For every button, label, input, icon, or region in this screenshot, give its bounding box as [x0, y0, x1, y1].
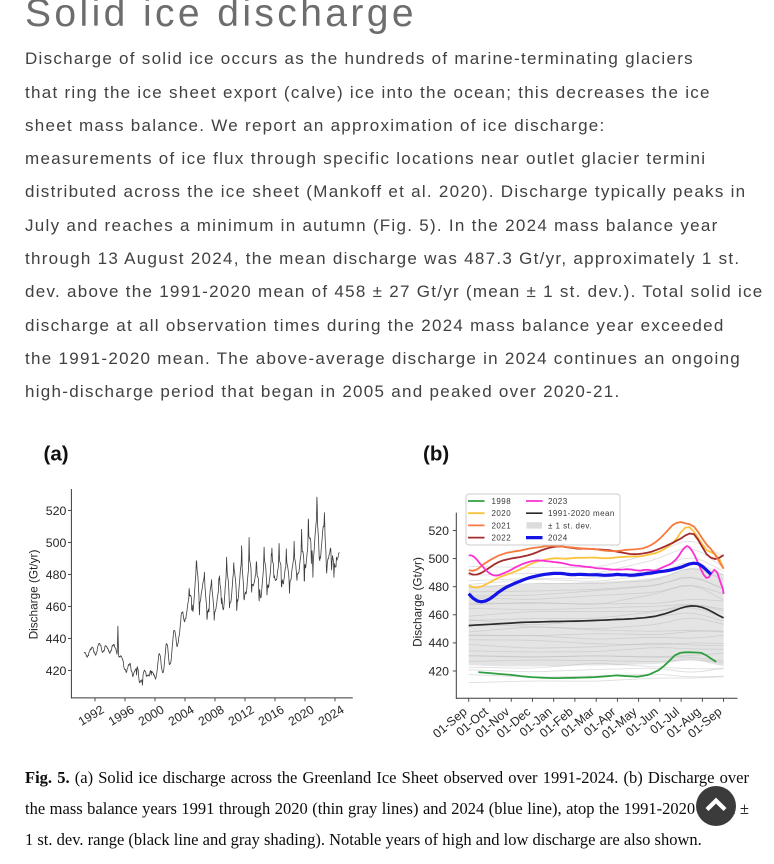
svg-text:Discharge (Gt/yr): Discharge (Gt/yr)	[411, 557, 425, 647]
svg-text:440: 440	[46, 632, 67, 646]
svg-text:420: 420	[46, 664, 67, 678]
svg-text:2012: 2012	[226, 702, 257, 728]
svg-text:440: 440	[428, 636, 449, 650]
svg-text:2020: 2020	[286, 702, 317, 728]
svg-text:2004: 2004	[166, 702, 197, 728]
svg-text:420: 420	[428, 664, 449, 678]
svg-text:520: 520	[428, 524, 449, 538]
svg-text:2022: 2022	[492, 534, 512, 543]
svg-text:2024: 2024	[548, 534, 568, 543]
svg-text:1991-2020 mean: 1991-2020 mean	[548, 509, 615, 518]
svg-text:520: 520	[46, 504, 67, 518]
svg-text:(a): (a)	[44, 443, 69, 466]
svg-text:± 1 st. dev.: ± 1 st. dev.	[548, 521, 592, 530]
svg-text:460: 460	[46, 600, 67, 614]
svg-text:2024: 2024	[316, 702, 347, 728]
svg-text:480: 480	[46, 568, 67, 582]
svg-text:1998: 1998	[492, 497, 512, 506]
svg-text:1996: 1996	[106, 702, 137, 728]
svg-text:Discharge (Gt/yr): Discharge (Gt/yr)	[27, 550, 41, 640]
svg-text:2000: 2000	[136, 702, 167, 728]
svg-text:2008: 2008	[196, 702, 227, 728]
svg-text:500: 500	[428, 552, 449, 566]
svg-text:2023: 2023	[548, 497, 568, 506]
svg-text:2021: 2021	[492, 521, 512, 530]
svg-text:(b): (b)	[423, 443, 449, 466]
svg-text:1992: 1992	[76, 702, 107, 728]
svg-text:2016: 2016	[256, 702, 287, 728]
svg-text:460: 460	[428, 608, 449, 622]
svg-text:500: 500	[46, 536, 67, 550]
svg-text:2020: 2020	[492, 509, 512, 518]
svg-text:480: 480	[428, 580, 449, 594]
